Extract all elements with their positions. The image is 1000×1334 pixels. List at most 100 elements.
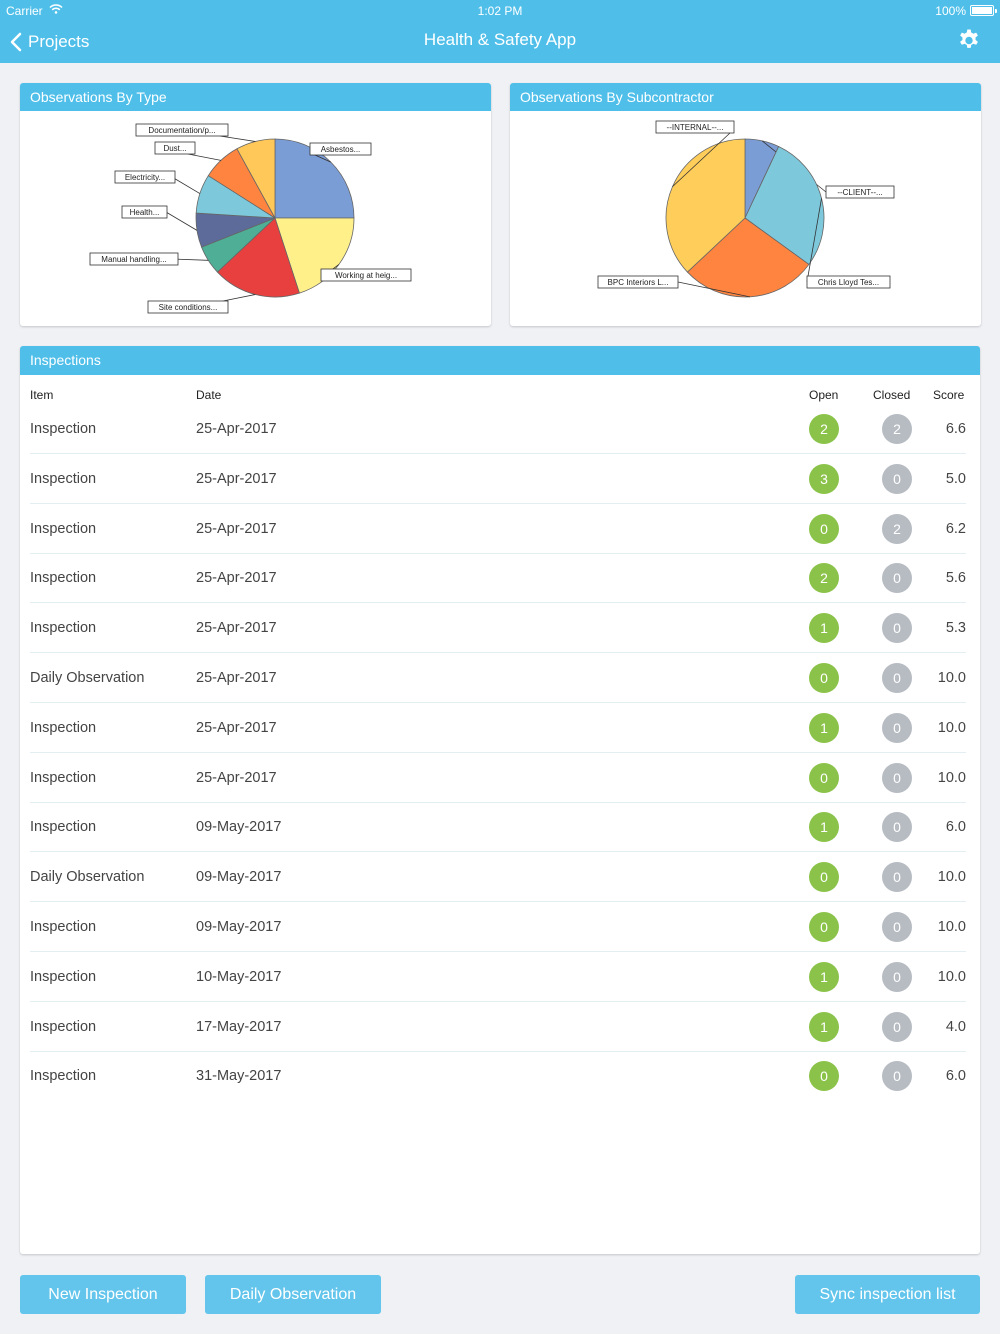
closed-count-badge: 0 xyxy=(882,862,912,893)
pie-label-box xyxy=(806,275,891,289)
open-count-badge: 0 xyxy=(809,862,839,893)
pie-label: Manual handling... xyxy=(101,255,166,264)
closed-count-badge: 0 xyxy=(882,613,912,644)
closed-count-badge: 0 xyxy=(882,1061,912,1092)
row-item: Inspection xyxy=(30,819,97,836)
table-row[interactable]: Inspection 09-May-2017 1 0 6.0 xyxy=(30,802,966,853)
battery-label: 100% xyxy=(935,4,966,18)
table-row[interactable]: Inspection 25-Apr-2017 0 0 10.0 xyxy=(30,753,966,803)
table-row[interactable]: Inspection 17-May-2017 1 0 4.0 xyxy=(30,1002,966,1052)
row-score: 5.0 xyxy=(945,470,966,487)
pie-label: Site conditions... xyxy=(159,303,218,312)
back-button[interactable]: Projects xyxy=(10,28,89,56)
wifi-icon xyxy=(49,4,63,14)
pie-label: Dust... xyxy=(163,144,186,153)
row-item: Inspection xyxy=(30,719,97,736)
pie-label-box xyxy=(320,268,412,282)
pie-label-box xyxy=(154,141,196,155)
row-item: Inspection xyxy=(30,968,97,985)
open-count-badge: 1 xyxy=(809,1011,839,1042)
row-item: Inspection xyxy=(30,919,97,935)
open-count-badge: 1 xyxy=(809,961,839,992)
open-count-badge: 3 xyxy=(809,463,839,494)
closed-count-badge: 2 xyxy=(882,513,912,544)
column-header-closed: Closed xyxy=(873,388,911,402)
row-item: Inspection xyxy=(30,769,97,786)
pie-label: Asbestos... xyxy=(321,145,361,154)
table-row[interactable]: Inspection 10-May-2017 1 0 10.0 xyxy=(30,952,966,1002)
row-score: 10.0 xyxy=(937,719,966,736)
pie-label-leader xyxy=(672,132,731,187)
table-row[interactable]: Inspection 25-Apr-2017 0 2 6.2 xyxy=(30,504,966,554)
pie-label: --CLIENT--... xyxy=(837,188,882,197)
new-inspection-button[interactable]: New Inspection xyxy=(20,1275,186,1314)
pie-label: --INTERNAL--... xyxy=(667,123,724,132)
row-score: 10.0 xyxy=(937,968,966,985)
row-item: Inspection xyxy=(30,520,97,537)
pie-label-leader xyxy=(677,281,751,298)
closed-count-badge: 0 xyxy=(882,961,912,992)
pie-label: Chris Lloyd Tes... xyxy=(818,278,879,287)
row-item: Inspection xyxy=(30,470,97,487)
row-date: 25-Apr-2017 xyxy=(196,570,277,587)
pie-label-box xyxy=(309,142,372,156)
closed-count-badge: 0 xyxy=(882,762,912,793)
table-row[interactable]: Daily Observation 09-May-2017 0 0 10.0 xyxy=(30,852,966,903)
observations-by-type-chart: Asbestos... Working at heig... Site condit… xyxy=(89,123,412,314)
table-row[interactable]: Inspection 25-Apr-2017 3 0 5.0 xyxy=(30,454,966,504)
table-row[interactable]: Inspection 31-May-2017 0 0 6.0 xyxy=(30,1051,966,1101)
closed-count-badge: 0 xyxy=(882,563,912,594)
row-date: 09-May-2017 xyxy=(196,919,282,935)
gear-icon[interactable] xyxy=(957,28,981,52)
row-date: 17-May-2017 xyxy=(196,1018,282,1035)
closed-count-badge: 2 xyxy=(882,414,912,444)
row-item: Inspection xyxy=(30,570,97,587)
daily-observation-button[interactable]: Daily Observation xyxy=(205,1275,381,1314)
row-date: 25-Apr-2017 xyxy=(196,719,277,736)
closed-count-badge: 0 xyxy=(882,912,912,942)
sync-inspection-list-button[interactable]: Sync inspection list xyxy=(795,1275,980,1314)
pie-label: BPC Interiors L... xyxy=(608,278,669,287)
row-date: 25-Apr-2017 xyxy=(196,421,277,437)
pie-label: Health... xyxy=(130,208,160,217)
pie-label-box xyxy=(121,205,168,219)
row-score: 10.0 xyxy=(937,670,966,686)
page-title: Health & Safety App xyxy=(423,30,577,49)
pie-label: Documentation/p... xyxy=(148,126,215,135)
row-item: Daily Observation xyxy=(30,670,145,686)
pie-label-box xyxy=(825,185,895,199)
row-score: 5.3 xyxy=(945,620,966,637)
row-date: 25-Apr-2017 xyxy=(196,470,277,487)
pie-slice xyxy=(216,217,300,298)
table-row[interactable]: Inspection 25-Apr-2017 1 0 10.0 xyxy=(30,703,966,753)
open-count-badge: 1 xyxy=(809,712,839,743)
row-date: 31-May-2017 xyxy=(196,1068,282,1085)
table-row[interactable]: Daily Observation 25-Apr-2017 0 0 10.0 xyxy=(30,653,966,703)
column-header-score: Score xyxy=(933,388,965,402)
pie-label-box xyxy=(655,120,735,134)
row-item: Daily Observation xyxy=(30,869,145,886)
open-count-badge: 0 xyxy=(809,513,839,544)
row-score: 5.6 xyxy=(945,570,966,587)
table-row[interactable]: Inspection 25-Apr-2017 2 0 5.6 xyxy=(30,553,966,604)
pie-label-leader xyxy=(219,135,256,142)
back-button-label: Projects xyxy=(28,32,90,51)
table-row[interactable]: Inspection 25-Apr-2017 1 0 5.3 xyxy=(30,603,966,654)
observations-by-subcontractor-chart: --CLIENT--... Chris Lloyd Tes... BPC Inter… xyxy=(597,120,895,298)
closed-count-badge: 0 xyxy=(882,1011,912,1042)
row-date: 09-May-2017 xyxy=(196,819,282,836)
open-count-badge: 1 xyxy=(809,812,839,843)
pie-label: Working at heig... xyxy=(335,271,397,280)
pie-label-leader xyxy=(171,176,201,194)
pie-label: Electricity... xyxy=(125,173,165,182)
row-score: 6.6 xyxy=(945,421,966,437)
open-count-badge: 1 xyxy=(809,613,839,644)
row-item: Inspection xyxy=(30,1068,97,1085)
carrier-label: Carrier xyxy=(6,4,43,18)
table-row[interactable]: Inspection 09-May-2017 0 0 10.0 xyxy=(30,902,966,952)
row-date: 09-May-2017 xyxy=(196,869,282,886)
inspections-panel: Inspections Item Date Open Closed Score … xyxy=(20,346,980,1254)
row-score: 10.0 xyxy=(937,919,966,935)
row-score: 10.0 xyxy=(937,869,966,886)
table-row[interactable]: Inspection 25-Apr-2017 2 2 6.6 xyxy=(30,404,966,454)
